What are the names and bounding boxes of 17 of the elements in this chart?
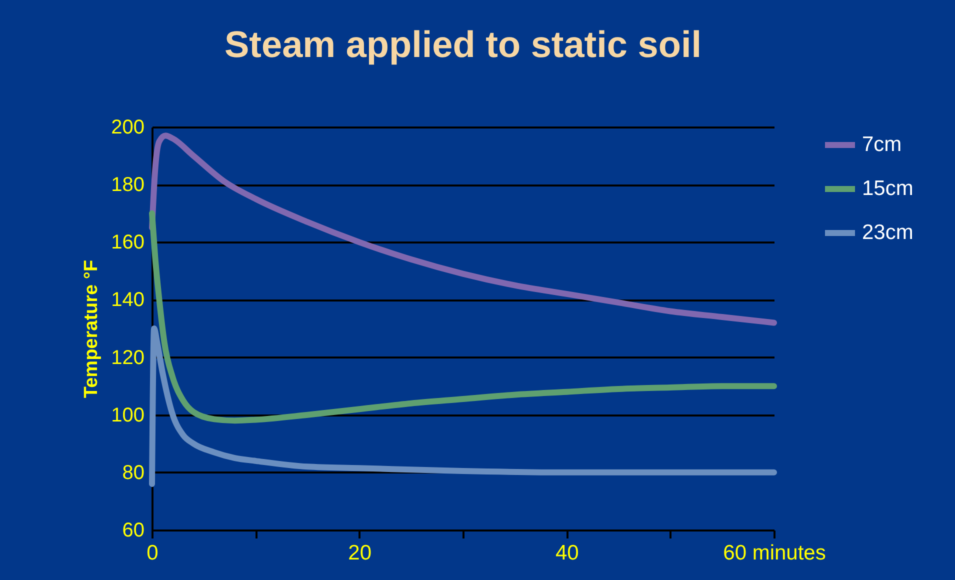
y-tick-label: 180 <box>111 174 144 196</box>
y-axis-title: Temperature °F <box>81 260 102 398</box>
x-tick-label: 40 <box>555 542 579 564</box>
y-tick-label: 80 <box>122 462 144 484</box>
y-tick-label: 100 <box>111 404 144 426</box>
legend-label: 15cm <box>862 177 914 200</box>
x-tick-label: 0 <box>146 542 158 564</box>
y-tick-label: 140 <box>111 289 144 312</box>
y-tick-label: 60 <box>122 520 144 542</box>
y-tick-label: 120 <box>111 346 144 369</box>
x-tick-label: 60 minutes <box>723 542 826 564</box>
legend-label: 23cm <box>862 221 914 244</box>
y-tick-label: 200 <box>111 116 144 138</box>
x-tick-label: 20 <box>348 542 372 564</box>
chart-title: Steam applied to static soil <box>224 24 702 65</box>
y-tick-label: 160 <box>111 232 144 254</box>
legend-label: 7cm <box>862 133 902 156</box>
